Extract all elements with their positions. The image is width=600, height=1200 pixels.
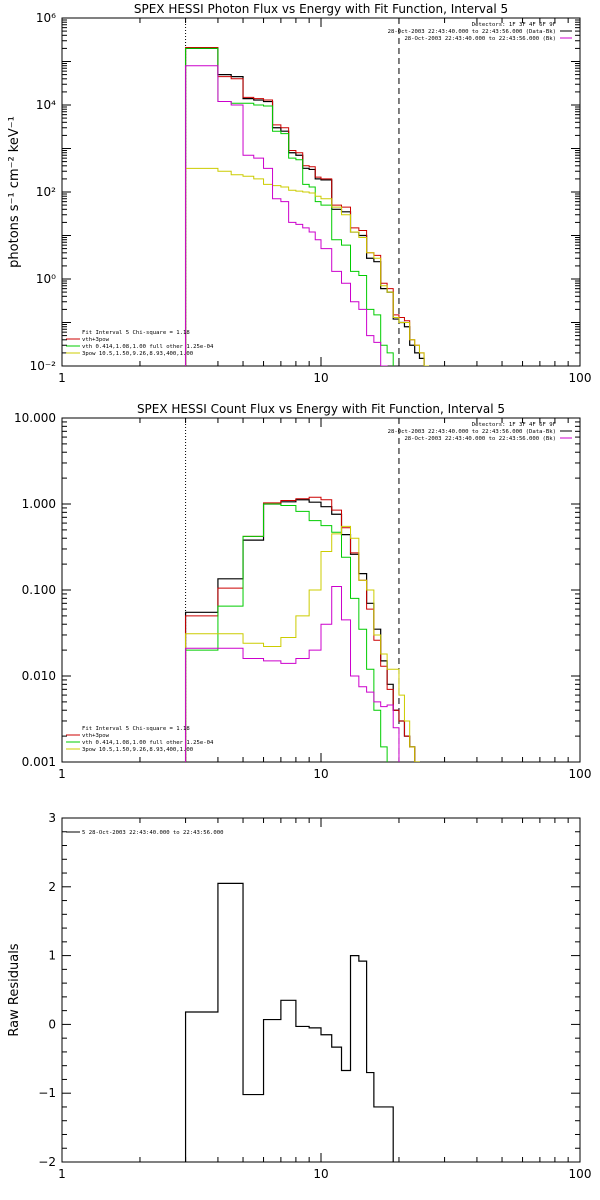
legend-left-text: 5 28-Oct-2003 22:43:40.000 to 22:43:56.0… (82, 830, 223, 836)
series-group (184, 882, 394, 1162)
y-tick-label: 10⁴ (36, 98, 56, 112)
y-tick-label: 1 (48, 949, 56, 963)
y-tick-label: 10⁻² (30, 359, 57, 373)
y-tick-label: −1 (38, 1086, 56, 1100)
legend-right-text: Detectors: 1F 3F 4F 6F 9F (472, 422, 557, 428)
y-tick-label: 0.010 (22, 669, 56, 683)
x-tick-label: 1 (58, 767, 66, 781)
y-tick-label: 0.100 (22, 583, 56, 597)
x-tick-label: 100 (569, 1167, 592, 1181)
y-tick-label: 10.000 (14, 411, 56, 425)
series-data-line (184, 499, 421, 762)
y-tick-label: 1.000 (22, 497, 56, 511)
series-data-line (184, 882, 394, 1162)
series-bk-line (185, 585, 400, 762)
y-tick-label: 0.001 (22, 755, 56, 769)
series-3pow-line (185, 167, 429, 366)
legend-right-text: 28-Oct-2003 22:43:40.000 to 22:43:56.000… (404, 36, 556, 42)
x-tick-label: 10 (313, 767, 328, 781)
y-tick-label: 10⁶ (36, 11, 56, 25)
count-flux-panel: SPEX HESSI Count Flux vs Energy with Fit… (14, 402, 592, 781)
series-bk-line (185, 65, 388, 366)
photon-flux-panel: SPEX HESSI Photon Flux vs Energy with Fi… (7, 2, 592, 385)
y-tick-label: 3 (48, 811, 56, 825)
y-tick-label: 2 (48, 880, 56, 894)
chart-title: SPEX HESSI Photon Flux vs Energy with Fi… (134, 2, 508, 16)
series-group (184, 496, 421, 762)
series-vth-line (185, 503, 388, 762)
series-vth-line (185, 47, 394, 366)
legend-left-text: vth+3pow (82, 733, 110, 739)
legend-right-text: 28-Oct-2003 22:43:40.000 to 22:43:56.000… (404, 436, 556, 442)
legend-left-text: vth 0.414,1.08,1.00 full other 1.25e-04 (82, 740, 214, 746)
legend-right-text: 28-Oct-2003 22:43:40.000 to 22:43:56.000… (388, 429, 556, 435)
legend-left-text: Fit Interval 5 Chi-square = 1.18 (82, 726, 190, 732)
y-axis-label: Raw Residuals (7, 943, 22, 1036)
series-3pow-line (185, 525, 420, 762)
y-axis-label: photons s⁻¹ cm⁻² keV⁻¹ (7, 116, 22, 268)
x-tick-label: 10 (313, 1167, 328, 1181)
x-tick-label: 1 (58, 371, 66, 385)
x-tick-label: 10 (313, 371, 328, 385)
legend-left-text: 3pow 10.5,1.50,9.26,8.93,400,1.00 (82, 747, 193, 753)
plot-frame (61, 817, 581, 1163)
y-tick-label: 10² (36, 185, 56, 199)
x-tick-label: 1 (58, 1167, 66, 1181)
series-total-line (185, 496, 420, 762)
x-tick-label: 100 (569, 767, 592, 781)
x-tick-label: 100 (569, 371, 592, 385)
y-tick-label: −2 (38, 1155, 56, 1169)
legend-right-text: 28-Oct-2003 22:43:40.000 to 22:43:56.000… (388, 29, 556, 35)
series-total-line (185, 46, 425, 366)
y-tick-label: 0 (48, 1017, 56, 1031)
legend-left-text: vth+3pow (82, 337, 110, 343)
legend-right-text: Detectors: 1F 3F 4F 6F 9F (472, 22, 557, 28)
legend-left-text: Fit Interval 5 Chi-square = 1.18 (82, 330, 190, 336)
chart-title: SPEX HESSI Count Flux vs Energy with Fit… (137, 402, 505, 416)
plot-frame (61, 17, 581, 367)
legend-left-text: vth 0.414,1.08,1.00 full other 1.25e-04 (82, 344, 214, 350)
y-tick-label: 10⁰ (36, 272, 56, 286)
legend-left-text: 3pow 10.5,1.50,9.26,8.93,400,1.00 (82, 351, 193, 357)
series-group (184, 46, 429, 366)
